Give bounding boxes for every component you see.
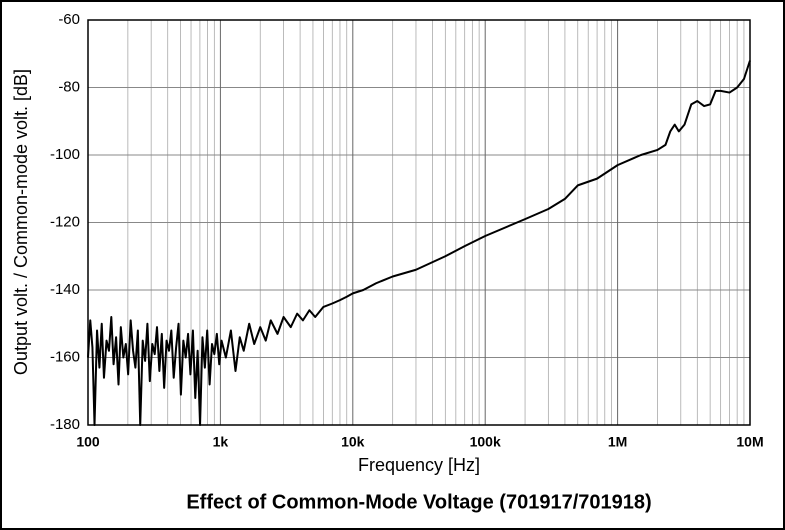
chart-title: Effect of Common-Mode Voltage (701917/70… <box>186 491 651 513</box>
y-tick-label: -80 <box>58 78 80 95</box>
x-tick-label: 10k <box>341 434 365 450</box>
y-tick-label: -120 <box>50 213 80 230</box>
x-tick-label: 10M <box>736 434 763 450</box>
x-tick-label: 1M <box>608 434 627 450</box>
y-tick-label: -180 <box>50 416 80 433</box>
x-axis-title: Frequency [Hz] <box>358 455 480 475</box>
y-tick-label: -60 <box>58 11 80 28</box>
plot-border <box>87 19 751 426</box>
data-line <box>87 60 751 426</box>
x-tick-label: 100k <box>470 434 501 450</box>
y-axis-title: Output volt. / Common-mode volt. [dB] <box>11 69 31 375</box>
y-tick-label: -140 <box>50 281 80 298</box>
x-tick-label: 1k <box>213 434 229 450</box>
y-tick-label: -160 <box>50 348 80 365</box>
y-tick-label: -100 <box>50 146 80 163</box>
x-tick-label: 100 <box>76 434 100 450</box>
